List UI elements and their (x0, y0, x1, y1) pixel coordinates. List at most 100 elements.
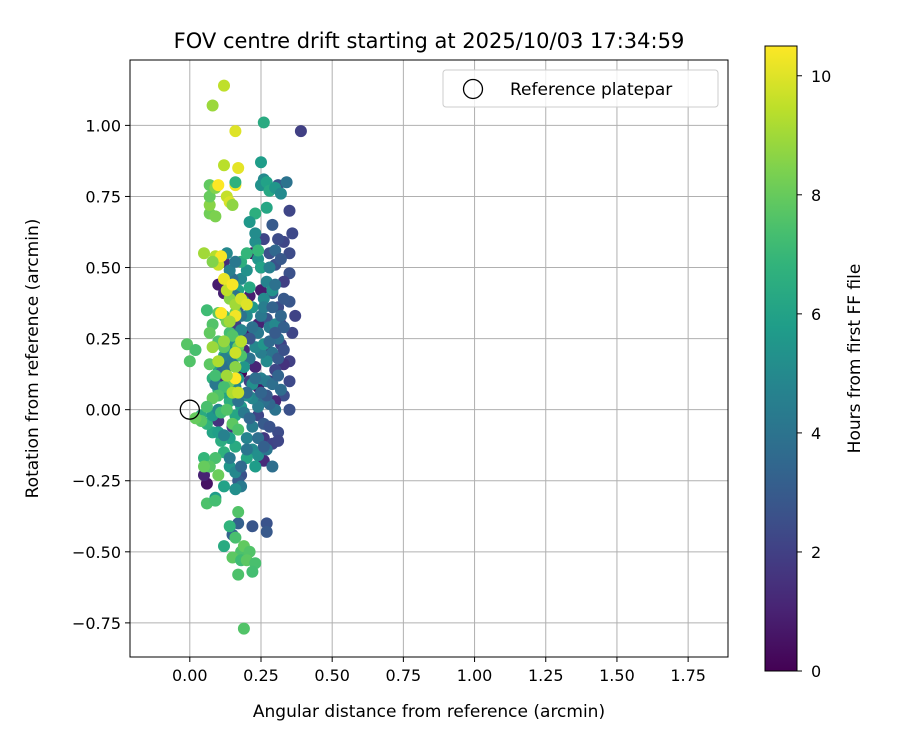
data-point (283, 403, 296, 416)
colorbar-label: Hours from first FF file (845, 264, 865, 454)
data-point (294, 125, 307, 138)
x-tick-label: 0.50 (314, 666, 350, 685)
colorbar-tick-label: 6 (811, 305, 821, 324)
data-point (257, 440, 270, 453)
data-point (198, 460, 210, 473)
data-point (240, 432, 253, 445)
data-point (277, 292, 290, 305)
data-point (212, 355, 225, 368)
data-point (263, 261, 276, 274)
data-point (240, 298, 253, 311)
colorbar (764, 45, 798, 672)
y-tick-label: 0.25 (85, 330, 121, 349)
data-point (198, 247, 210, 260)
data-point (269, 278, 282, 291)
data-point (226, 278, 239, 291)
data-point (223, 520, 236, 533)
data-point (243, 412, 256, 425)
legend-box (442, 69, 719, 108)
data-point (252, 400, 265, 413)
data-point (246, 565, 259, 578)
data-point (272, 369, 285, 382)
data-point (272, 352, 285, 365)
data-point (289, 309, 302, 322)
data-point (257, 292, 270, 305)
data-point (218, 380, 230, 393)
data-point (260, 525, 273, 538)
x-tick-label: 0.75 (386, 666, 422, 685)
data-point (237, 361, 250, 373)
data-point (200, 400, 213, 413)
data-point (266, 218, 279, 231)
y-tick-label: −0.50 (72, 543, 121, 562)
data-point (215, 250, 228, 263)
data-point (229, 483, 242, 496)
data-point (232, 423, 245, 436)
colorbar-tick-label: 0 (811, 662, 821, 681)
data-point (232, 568, 245, 581)
data-point (240, 247, 253, 260)
data-point (240, 264, 253, 277)
data-point (189, 412, 202, 425)
data-point (286, 227, 299, 240)
data-point (266, 378, 279, 391)
legend-reference-marker (462, 78, 484, 100)
y-tick-label: 1.00 (85, 116, 121, 135)
data-point (274, 309, 287, 322)
y-tick-label: 0.00 (85, 401, 121, 420)
data-point (220, 403, 233, 416)
reference-marker-layer (179, 399, 200, 420)
data-point (223, 452, 236, 464)
data-point (272, 233, 285, 246)
data-point (229, 440, 242, 453)
data-point (209, 452, 222, 464)
data-point (283, 267, 296, 280)
colorbar-ticks: 0 2 4 6 8 10 (797, 67, 831, 681)
data-point (203, 326, 216, 339)
data-point (266, 301, 279, 314)
x-tick-label: 1.75 (670, 666, 706, 685)
data-point (272, 434, 285, 447)
data-point (269, 326, 282, 339)
plot-frame (129, 59, 729, 658)
data-point (240, 443, 253, 456)
colorbar-tick-label: 8 (811, 186, 821, 205)
data-point (266, 460, 279, 473)
data-point (232, 506, 245, 518)
data-point (209, 494, 222, 507)
chart-title: FOV centre drift starting at 2025/10/03 … (174, 29, 685, 53)
data-point (260, 517, 273, 530)
data-point (260, 355, 273, 368)
data-point (249, 372, 262, 385)
y-tick-label: 0.50 (85, 259, 121, 278)
data-point (246, 520, 259, 533)
data-point (274, 253, 287, 265)
data-point (229, 176, 242, 189)
data-point (283, 204, 296, 217)
data-point (235, 335, 248, 348)
data-point (283, 247, 296, 260)
data-point (240, 386, 253, 399)
data-point (212, 469, 225, 482)
data-point (235, 324, 248, 337)
y-tick-label: −0.25 (72, 472, 121, 491)
data-point (215, 307, 228, 319)
data-point (229, 346, 242, 359)
data-point (280, 176, 293, 189)
data-point (220, 369, 233, 382)
data-point (240, 452, 253, 464)
x-tick-label: 1.00 (457, 666, 493, 685)
data-point (206, 255, 219, 268)
data-point (226, 199, 239, 211)
data-point (200, 304, 213, 317)
data-point (235, 460, 248, 473)
data-point (257, 301, 270, 314)
data-point (243, 216, 256, 228)
data-point (212, 179, 225, 192)
data-point (274, 383, 287, 396)
data-point (198, 469, 210, 482)
data-point (232, 162, 245, 174)
legend-entry-label: Reference platepar (510, 80, 672, 100)
data-point (218, 79, 230, 92)
